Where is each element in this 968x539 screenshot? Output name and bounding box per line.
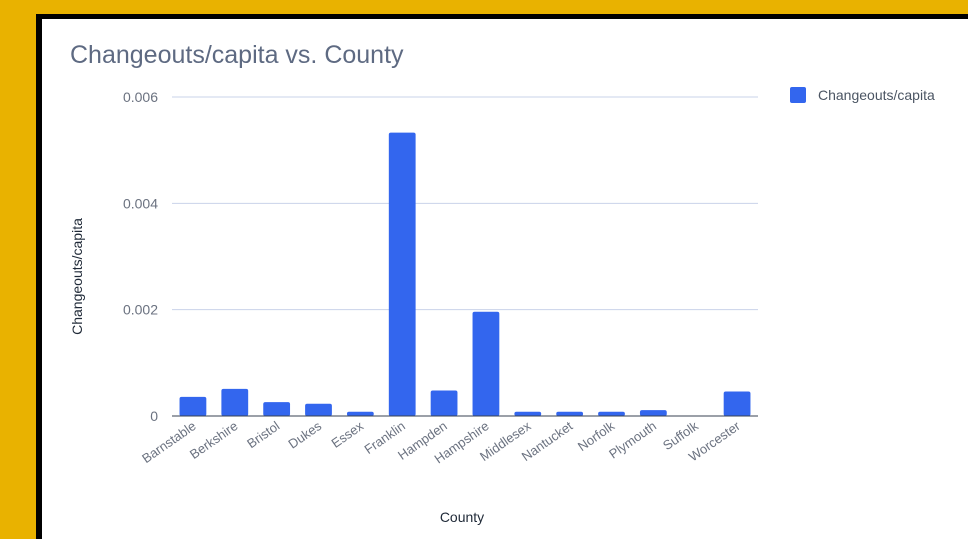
x-tick-label: Dukes (285, 418, 324, 452)
bar-worcester[interactable] (723, 391, 751, 416)
grid-lines (172, 96, 758, 311)
y-tick-labels: 0 0.002 0.004 0.006 (123, 89, 158, 424)
x-tick-label: Plymouth (606, 418, 659, 461)
bar-hampden[interactable] (430, 390, 458, 416)
x-tick-label: Barnstable (139, 418, 199, 466)
bar-middlesex[interactable] (514, 411, 542, 416)
legend-label: Changeouts/capita (818, 87, 935, 103)
bar-bristol[interactable] (263, 402, 291, 416)
bars (179, 132, 751, 416)
chart-card: Changeouts/capita vs. County 0 0.002 0.004… (42, 19, 968, 539)
x-tick-label: Berkshire (187, 418, 241, 462)
legend-swatch (790, 87, 806, 103)
bar-norfolk[interactable] (598, 411, 625, 416)
bar-barnstable[interactable] (179, 396, 207, 416)
x-tick-label: Essex (328, 418, 366, 451)
y-tick-label: 0.006 (123, 89, 158, 105)
bar-berkshire[interactable] (221, 388, 249, 416)
bar-plymouth[interactable] (639, 410, 667, 416)
bar-essex[interactable] (346, 411, 374, 416)
bar-franklin[interactable] (388, 132, 416, 416)
chart-title: Changeouts/capita vs. County (70, 41, 404, 69)
bar-dukes[interactable] (305, 403, 332, 416)
bar-nantucket[interactable] (556, 411, 584, 416)
y-tick-label: 0.004 (123, 195, 158, 211)
x-tick-label: Bristol (244, 418, 282, 451)
legend[interactable]: Changeouts/capita (790, 87, 935, 103)
y-axis-title: Changeouts/capita (69, 218, 85, 335)
y-tick-label: 0.002 (123, 302, 158, 318)
x-axis-title: County (440, 509, 484, 525)
bar-hampshire[interactable] (472, 311, 500, 416)
y-tick-label: 0 (150, 408, 158, 424)
